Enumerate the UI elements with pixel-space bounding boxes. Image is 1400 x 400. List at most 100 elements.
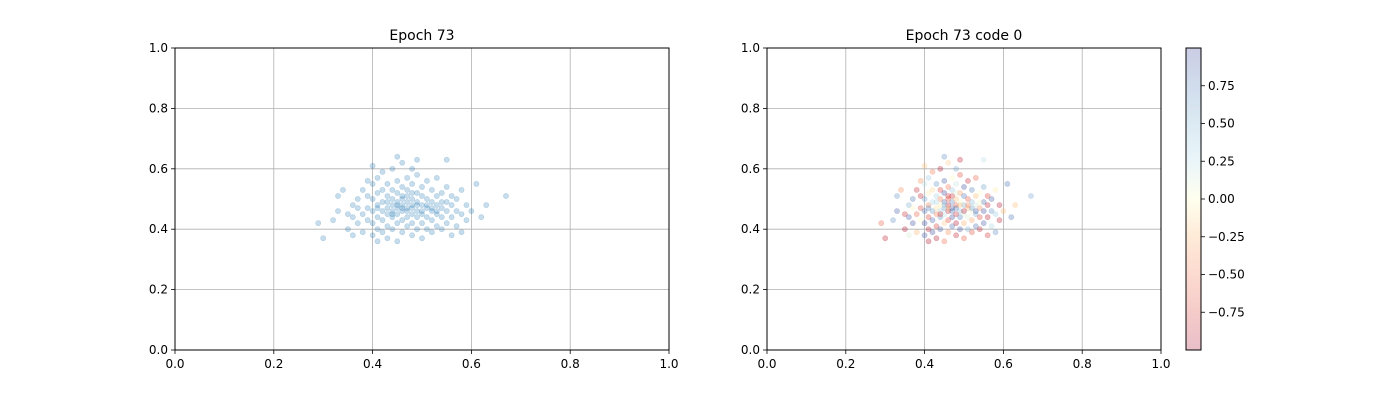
chart-title-right: Epoch 73 code 0	[906, 28, 1023, 44]
data-point	[1004, 180, 1011, 187]
data-point	[379, 208, 386, 214]
data-point	[972, 211, 979, 217]
data-point	[913, 187, 920, 193]
data-point	[379, 229, 386, 236]
data-point	[374, 214, 381, 221]
data-point	[438, 226, 445, 233]
data-point	[340, 187, 346, 193]
data-point	[359, 229, 366, 236]
data-point	[354, 196, 361, 202]
data-point	[1012, 202, 1019, 208]
y-tick-label: 0.6	[741, 162, 760, 176]
data-point	[972, 174, 979, 181]
data-point	[414, 208, 420, 214]
data-point	[972, 193, 979, 199]
data-point	[921, 232, 928, 239]
data-point	[394, 211, 401, 217]
data-point	[433, 211, 440, 217]
data-point	[917, 177, 924, 184]
x-tick-label: 0.4	[915, 357, 934, 371]
data-point	[984, 202, 991, 208]
data-point	[369, 180, 376, 187]
y-tick-label: 0.0	[149, 343, 168, 357]
data-point	[443, 199, 450, 205]
data-point	[448, 214, 455, 221]
data-point	[921, 196, 928, 202]
data-point	[941, 177, 948, 184]
data-point	[349, 232, 356, 239]
data-point	[349, 214, 356, 221]
data-point	[389, 187, 396, 193]
data-point	[419, 208, 425, 214]
data-point	[503, 193, 509, 199]
data-point	[941, 153, 948, 160]
data-point	[976, 199, 983, 205]
data-point	[394, 153, 401, 160]
data-point	[957, 171, 963, 178]
data-point	[389, 196, 396, 202]
data-point	[419, 211, 425, 217]
data-point	[976, 214, 983, 221]
data-point	[913, 211, 920, 217]
data-point	[443, 156, 450, 163]
data-point	[945, 229, 952, 236]
data-point	[968, 229, 975, 236]
data-point	[419, 193, 425, 199]
data-point	[980, 208, 987, 214]
data-point	[424, 202, 430, 208]
data-point	[913, 229, 920, 236]
ticks-left: 0.0 0.2 0.4 0.6 0.8 1.0 0.0 0.2 0.4 0.6 0.8 1.0	[149, 41, 679, 371]
data-point	[335, 193, 341, 199]
data-point	[945, 205, 952, 211]
data-point	[384, 199, 391, 205]
data-point	[414, 226, 420, 233]
data-point	[929, 229, 936, 236]
data-point	[949, 214, 956, 221]
data-point	[937, 226, 944, 233]
data-point	[369, 208, 376, 214]
data-point	[438, 190, 445, 196]
data-point	[953, 211, 960, 217]
data-point	[443, 184, 450, 190]
data-point	[394, 199, 401, 205]
data-point	[929, 199, 936, 205]
data-point	[458, 211, 465, 217]
data-point	[909, 196, 916, 202]
data-point	[404, 208, 411, 214]
data-point	[344, 211, 351, 217]
data-point	[414, 156, 420, 163]
data-point	[394, 202, 401, 208]
data-point	[925, 190, 932, 196]
data-point	[404, 193, 411, 199]
data-point	[473, 180, 480, 187]
data-point	[374, 190, 381, 196]
data-point	[389, 202, 396, 208]
data-point	[980, 184, 987, 190]
data-point	[399, 196, 406, 202]
data-point	[414, 190, 420, 196]
data-point	[404, 199, 411, 205]
x-tick-label: 0.2	[836, 357, 855, 371]
data-point	[379, 199, 386, 205]
ticks-right: 0.0 0.2 0.4 0.6 0.8 1.0 0.0 0.2 0.4 0.6 0.8 1.0	[741, 41, 1171, 371]
data-point	[917, 217, 924, 224]
data-point	[404, 187, 411, 193]
data-point	[949, 208, 956, 214]
data-point	[949, 205, 956, 211]
data-point	[389, 165, 396, 172]
data-point	[957, 226, 963, 233]
data-point	[925, 238, 932, 245]
colorbar-tick-label: 0.00	[1208, 192, 1235, 206]
axes-frame-left	[174, 47, 670, 351]
data-point	[404, 174, 411, 181]
data-point	[448, 193, 455, 199]
data-point	[424, 226, 430, 233]
data-point	[902, 226, 908, 233]
y-tick-label: 0.6	[149, 162, 168, 176]
data-point	[438, 214, 445, 221]
data-point	[972, 223, 979, 230]
data-point	[941, 211, 948, 217]
y-tick-label: 0.8	[149, 101, 168, 115]
data-point	[394, 205, 401, 211]
data-point	[972, 202, 979, 208]
